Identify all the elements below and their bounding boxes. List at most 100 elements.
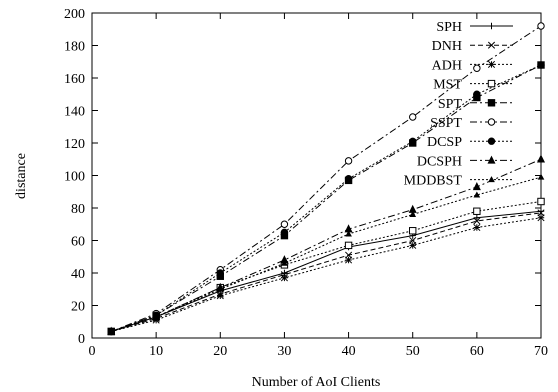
data-point-mddbst <box>107 327 115 334</box>
data-point-sph <box>473 214 481 221</box>
legend-item-dcsp: DCSP <box>427 135 513 150</box>
data-point-mst <box>409 227 417 235</box>
data-point-dcsp <box>344 175 353 183</box>
data-point-mddbst <box>152 313 160 320</box>
legend-label-dcsph: DCSPH <box>417 154 462 169</box>
data-point-mddbst <box>281 259 288 266</box>
data-point-sspt <box>344 157 353 165</box>
legend-marker-dnh <box>487 41 496 49</box>
legend-label-adh: ADH <box>432 58 462 73</box>
data-point-mst <box>473 207 481 215</box>
data-point-dcsph <box>472 182 481 191</box>
data-point-sspt <box>409 113 417 121</box>
y-tick-label: 140 <box>64 105 85 120</box>
series-layer <box>107 22 546 336</box>
data-point-adh <box>473 223 481 232</box>
legend-item-mst: MST <box>433 78 513 93</box>
data-point-mst <box>537 197 545 206</box>
data-point-dcsp <box>216 269 224 277</box>
series-dnh <box>107 209 545 336</box>
data-point-dcsp <box>473 90 481 98</box>
legend-item-spt: SPT <box>438 97 513 112</box>
y-tick-label: 160 <box>64 72 85 87</box>
data-point-mddbst <box>537 173 545 180</box>
legend-marker-dcsph <box>487 155 496 164</box>
series-line-sspt <box>111 25 542 332</box>
data-point-dnh <box>473 217 481 225</box>
legend-label-mddbst: MDDBST <box>404 174 463 189</box>
legend-marker-dcsp <box>487 137 496 145</box>
legend-marker-mddbst <box>488 176 495 183</box>
legend-item-sspt: SSPT <box>430 116 513 131</box>
data-point-mddbst <box>216 285 224 292</box>
y-tick-label: 20 <box>71 300 85 315</box>
series-sspt <box>107 22 545 336</box>
data-point-dcsp <box>280 228 289 237</box>
data-point-dnh <box>280 271 288 279</box>
x-tick-label: 40 <box>342 344 356 359</box>
y-tick-label: 40 <box>71 267 85 282</box>
legend-label-sspt: SSPT <box>430 116 462 131</box>
legend-marker-mst <box>487 79 496 88</box>
series-line-dnh <box>111 212 542 332</box>
data-point-adh <box>345 256 353 264</box>
data-point-mddbst <box>345 230 352 237</box>
legend-label-dcsp: DCSP <box>427 135 462 150</box>
x-tick-label: 0 <box>89 344 96 359</box>
data-point-adh <box>409 241 417 249</box>
legend-marker-adh <box>487 60 496 68</box>
data-point-adh <box>280 274 288 282</box>
series-adh <box>107 214 545 336</box>
legend-item-sph: SPH <box>436 20 513 35</box>
y-tick-label: 100 <box>64 170 85 185</box>
data-point-mddbst <box>473 191 481 198</box>
x-axis-label: Number of AoI Clients <box>252 375 381 390</box>
y-tick-label: 180 <box>64 40 85 55</box>
axes: 0 10 20 30 40 50 60 70 0 20 40 60 80 100 120 140 160 180 2… <box>64 7 548 359</box>
data-point-adh <box>216 292 224 300</box>
x-tick-label: 10 <box>149 344 163 359</box>
legend-label-spt: SPT <box>438 97 463 112</box>
data-point-sspt <box>280 220 289 228</box>
data-point-mst <box>344 241 353 250</box>
legend-marker-sph <box>488 22 495 30</box>
x-tick-label: 20 <box>213 344 227 359</box>
series-dcsp <box>107 61 545 336</box>
legend-label-dnh: DNH <box>432 39 462 54</box>
legend-label-sph: SPH <box>436 20 462 35</box>
x-tick-label: 70 <box>534 344 548 359</box>
y-tick-label: 60 <box>71 235 85 250</box>
x-tick-label: 50 <box>406 344 420 359</box>
legend-marker-sspt <box>487 118 496 126</box>
y-tick-label: 80 <box>71 202 85 217</box>
data-point-dcsp <box>409 137 417 146</box>
legend-marker-spt <box>487 99 496 107</box>
legend: SPH DNH ADH MST SPT SSPT DCSP DCSPH MDDBST <box>404 20 513 189</box>
x-tick-label: 30 <box>277 344 291 359</box>
y-tick-label: 0 <box>78 332 85 347</box>
series-dcsph <box>107 154 546 335</box>
data-point-mddbst <box>409 210 417 217</box>
data-point-dcsp <box>537 61 545 69</box>
series-line-spt <box>111 64 542 332</box>
legend-item-adh: ADH <box>432 58 513 73</box>
data-point-dcsph <box>536 154 546 163</box>
data-point-sspt <box>537 22 545 30</box>
legend-label-mst: MST <box>433 78 462 93</box>
plot-frame <box>91 12 542 339</box>
series-mddbst <box>107 173 545 334</box>
y-axis-label: distance <box>14 153 29 199</box>
data-point-sspt <box>473 64 481 72</box>
series-spt <box>107 61 545 336</box>
legend-item-dnh: DNH <box>432 39 513 54</box>
series-line-adh <box>111 217 542 332</box>
y-tick-label: 120 <box>64 137 85 152</box>
series-line-dcsp <box>111 64 542 332</box>
legend-item-dcsph: DCSPH <box>417 154 513 169</box>
series-line-sph <box>111 210 542 332</box>
x-tick-label: 60 <box>470 344 484 359</box>
legend-item-mddbst: MDDBST <box>404 174 513 189</box>
data-point-adh <box>537 214 545 222</box>
y-tick-label: 200 <box>64 7 85 22</box>
